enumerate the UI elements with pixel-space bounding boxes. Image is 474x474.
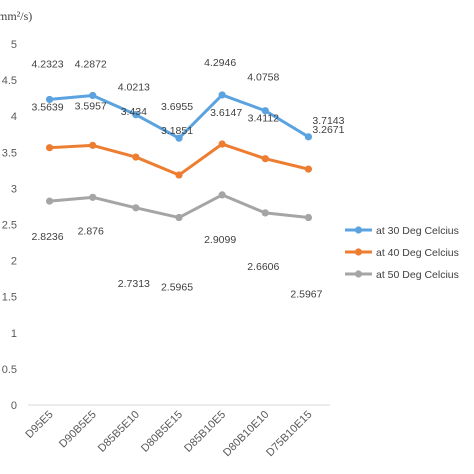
y-tick-label: 0 (11, 400, 17, 412)
data-label: 3.6955 (161, 101, 193, 113)
y-tick-label: 2 (11, 256, 17, 268)
data-label: 2.6606 (247, 261, 279, 273)
data-label: 3.434 (121, 106, 147, 118)
series-line (48, 142, 310, 177)
data-label: 2.5967 (290, 289, 322, 301)
y-tick-label: 1.5 (2, 292, 17, 304)
y-tick-label: 1 (11, 328, 17, 340)
legend-swatch-marker (354, 226, 363, 234)
data-point (175, 213, 183, 222)
data-point (304, 133, 313, 141)
legend: at 30 Deg Celcius at 40 Deg Celcius at 50 … (345, 225, 459, 281)
data-point (261, 107, 269, 115)
data-label: 3.2671 (312, 124, 344, 136)
data-point (218, 91, 226, 99)
data-label: 4.2946 (204, 57, 236, 69)
y-tick-label: 0.5 (2, 364, 17, 376)
y-tick-label: 3.5 (2, 147, 17, 159)
data-point (89, 193, 97, 201)
data-point (304, 165, 313, 173)
data-point (45, 144, 54, 152)
data-point (89, 141, 97, 149)
data-point (89, 91, 97, 100)
data-label: 4.0758 (247, 72, 279, 84)
x-tick-label: D75B10E15 (264, 409, 314, 459)
data-label: 2.7313 (118, 278, 150, 290)
data-label: 3.7143 (312, 115, 344, 127)
data-point (175, 171, 183, 179)
data-point (218, 140, 226, 148)
x-tick-label: D85B10E5 (182, 409, 228, 455)
data-label: 2.876 (78, 225, 104, 237)
x-tick-label: D85B5E10 (96, 409, 142, 455)
data-label: 2.5965 (161, 282, 193, 294)
data-label: 3.5639 (32, 102, 64, 114)
legend-label: at 50 Deg Celcius (376, 269, 459, 281)
data-point (132, 111, 140, 119)
x-tick-label: D90B5E5 (57, 409, 99, 451)
data-label: 2.8236 (32, 231, 64, 243)
data-point (261, 155, 269, 163)
y-tick-label: 2.5 (2, 220, 17, 232)
y-axis-unit-label: (mm²/s) (0, 9, 32, 23)
data-point (132, 153, 140, 161)
series-lines (45, 91, 313, 222)
data-label: 2.9099 (204, 234, 236, 246)
data-point (304, 213, 313, 222)
y-tick-label: 3 (11, 183, 17, 195)
data-point (45, 95, 54, 104)
data-point (175, 134, 183, 142)
data-point (218, 191, 226, 199)
data-label: 4.0213 (118, 82, 150, 94)
y-tick-label: 5 (11, 39, 17, 51)
data-point (261, 209, 269, 217)
legend-label: at 40 Deg Celcius (376, 247, 459, 259)
legend-label: at 30 Deg Celcius (376, 225, 459, 237)
data-label: 3.6147 (210, 107, 242, 119)
data-label: 3.1851 (161, 125, 193, 137)
x-tick-label: D80B5E15 (139, 409, 185, 455)
data-label: 3.5957 (75, 100, 107, 112)
legend-swatch-marker (354, 270, 363, 278)
data-label: 3.4112 (248, 113, 279, 125)
data-point (132, 204, 140, 212)
y-tick-label: 4.5 (2, 75, 17, 87)
x-tick-label: D95E5 (23, 409, 55, 441)
data-labels: 4.2323 4.2872 4.0213 3.6955 4.2946 4.0758 3.71… (32, 57, 345, 301)
data-label: 4.2872 (75, 58, 107, 70)
legend-swatch-marker (354, 248, 363, 256)
data-point (45, 197, 54, 205)
data-label: 4.2323 (32, 58, 64, 70)
y-tick-label: 4 (11, 111, 17, 123)
